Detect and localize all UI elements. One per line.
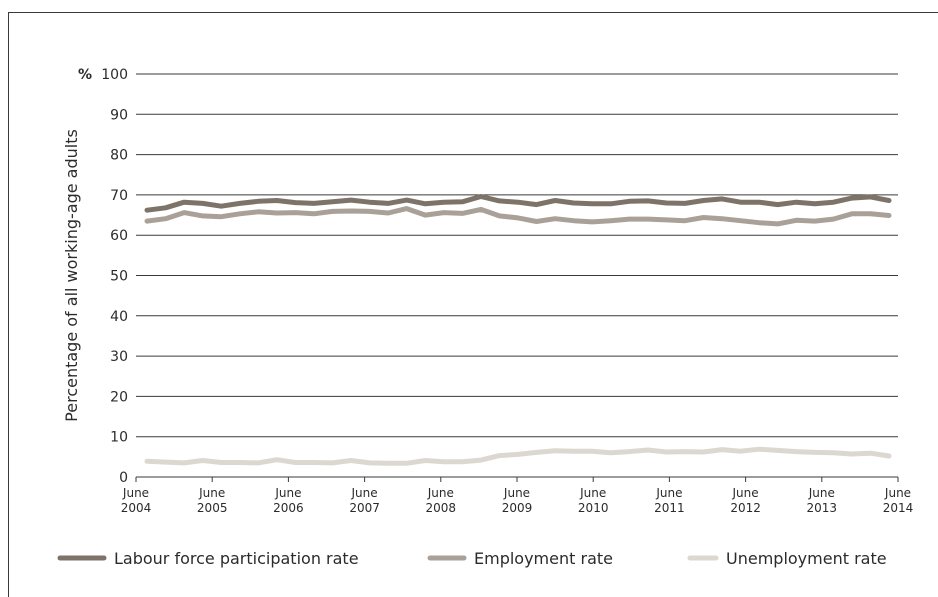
x-tick-year: 2011 [654, 501, 685, 515]
x-tick-year: 2005 [197, 501, 228, 515]
x-tick-month: June [503, 486, 530, 500]
y-tick-label: 40 [110, 309, 128, 325]
x-tick-month: June [808, 486, 835, 500]
x-tick-label: June 2013 [807, 486, 838, 515]
y-tick-label: 0 [119, 470, 128, 486]
x-tick-year: 2004 [121, 501, 152, 515]
y-tick-label: 60 [110, 228, 128, 244]
x-tick-label: June 2004 [121, 486, 152, 515]
y-tick-label: 20 [110, 389, 128, 405]
series-line-2 [144, 206, 892, 227]
y-axis-label: Percentage of all working-age adults [62, 129, 81, 422]
x-tick-year: 2009 [502, 501, 533, 515]
x-tick-year: 2006 [273, 501, 304, 515]
y-tick-label: 80 [110, 148, 128, 164]
x-tick-year: 2010 [578, 501, 609, 515]
legend-label: Unemployment rate [726, 549, 887, 568]
y-tick-label: 30 [110, 349, 128, 365]
legend-label: Employment rate [474, 549, 613, 568]
series-line-3 [144, 446, 892, 466]
x-tick-label: June 2008 [426, 486, 457, 515]
x-tick-label: June 2006 [273, 486, 304, 515]
x-tick-month: June [732, 486, 759, 500]
x-tick-label: June 2012 [730, 486, 761, 515]
x-tick-month: June [579, 486, 606, 500]
x-tick-year: 2008 [426, 501, 457, 515]
x-tick-month: June [198, 486, 225, 500]
x-tick-month: June [274, 486, 301, 500]
x-tick-year: 2014 [883, 501, 914, 515]
x-tick-label: June 2014 [883, 486, 914, 515]
x-tick-year: 2012 [730, 501, 761, 515]
legend-label: Labour force participation rate [114, 549, 359, 568]
gridlines [136, 73, 898, 438]
x-tick-label: June 2011 [654, 486, 685, 515]
x-tick-month: June [884, 486, 911, 500]
x-tick-label: June 2010 [578, 486, 609, 515]
y-axis-ticks: 0 10 20 30 40 50 60 70 80 90 100 [101, 67, 128, 486]
chart-frame [8, 12, 938, 597]
legend: Labour force participation rate Employmen… [57, 549, 887, 568]
x-tick-label: June 2009 [502, 486, 533, 515]
y-tick-label: 100 [101, 67, 128, 83]
y-tick-label: 90 [110, 107, 128, 123]
y-tick-label: 70 [110, 188, 128, 204]
y-tick-label: 10 [110, 430, 128, 446]
series-lines [144, 194, 892, 466]
x-tick-label: June 2005 [197, 486, 228, 515]
y-axis-unit: % [78, 67, 92, 83]
x-tick-month: June [122, 486, 149, 500]
x-tick-month: June [351, 486, 378, 500]
y-tick-label: 50 [110, 269, 128, 285]
x-tick-label: June 2007 [349, 486, 380, 515]
x-tick-month: June [427, 486, 454, 500]
x-tick-month: June [655, 486, 682, 500]
series-line-1 [144, 194, 892, 213]
x-tick-year: 2007 [349, 501, 380, 515]
x-tick-year: 2013 [807, 501, 838, 515]
